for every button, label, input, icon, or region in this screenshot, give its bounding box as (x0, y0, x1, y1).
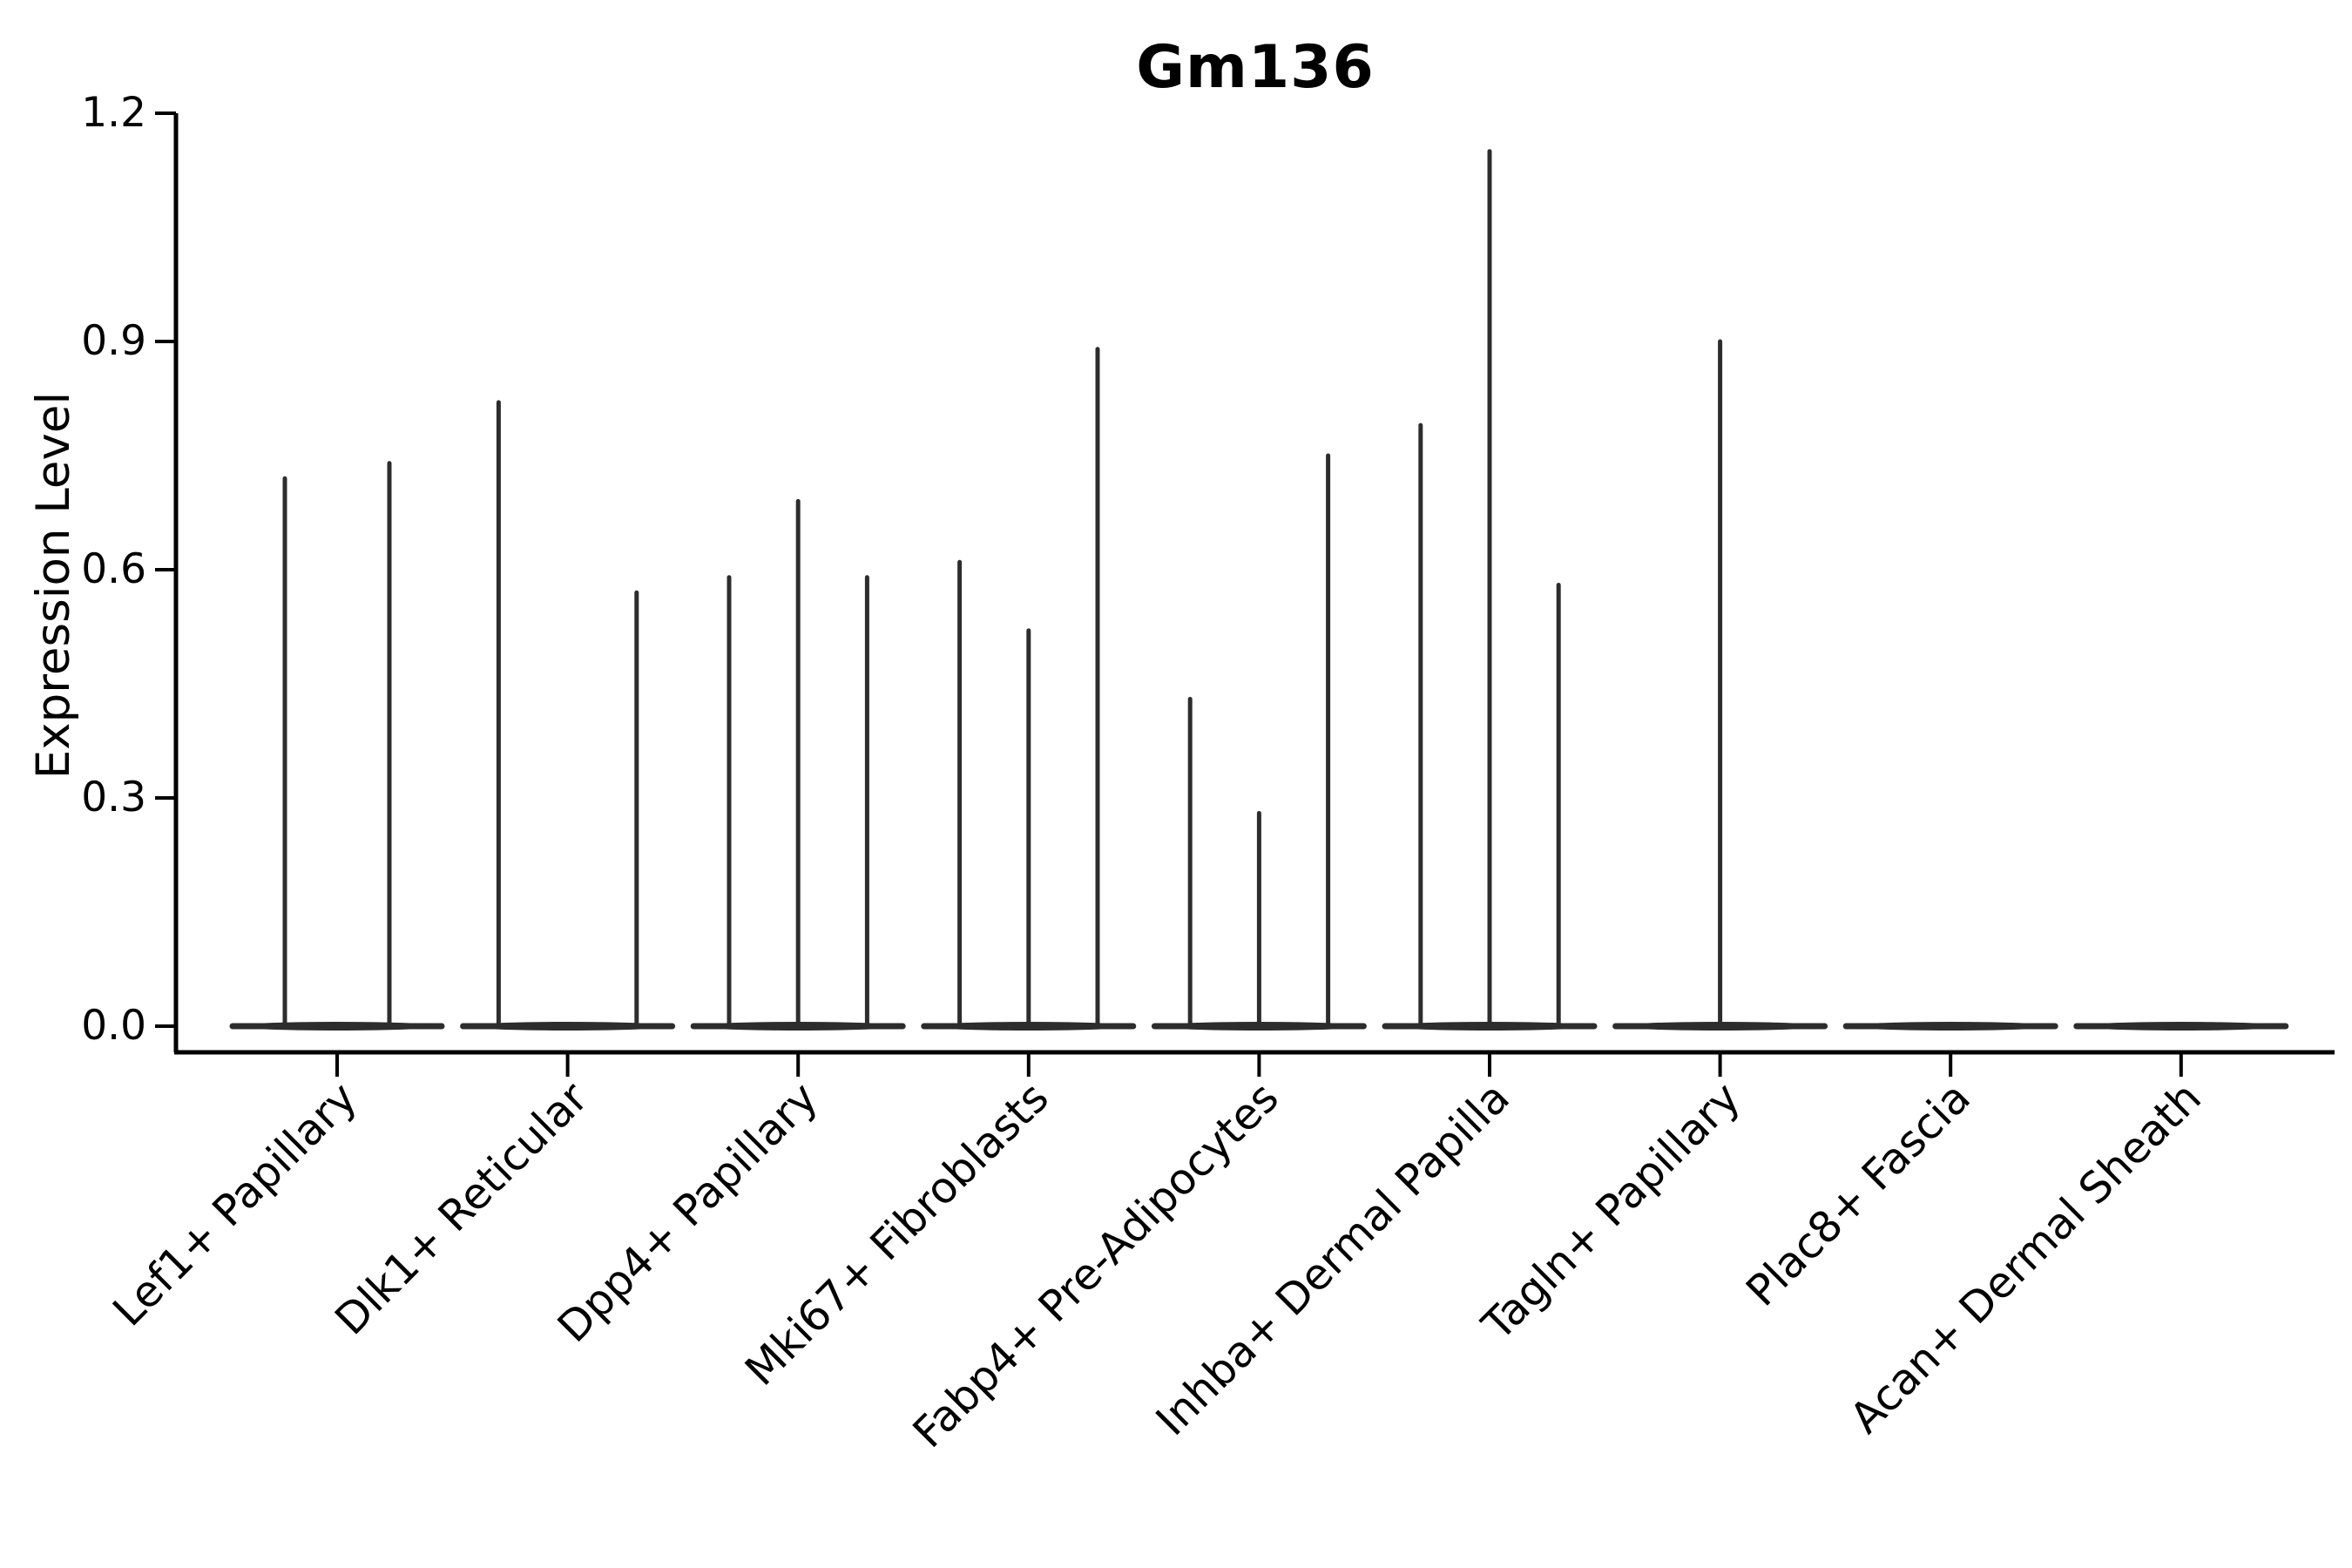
y-tick-label: 0.3 (81, 774, 146, 821)
y-tick-label: 0.0 (81, 1002, 146, 1050)
y-tick-label: 0.6 (81, 545, 146, 594)
violin-body (234, 1022, 440, 1031)
y-tick-label: 1.2 (81, 89, 146, 138)
violin-body (464, 1022, 671, 1031)
violin-body (2078, 1022, 2284, 1031)
chart-title: Gm136 (1136, 33, 1375, 102)
violin-body (1848, 1022, 2054, 1031)
y-tick-label: 0.9 (81, 317, 146, 366)
